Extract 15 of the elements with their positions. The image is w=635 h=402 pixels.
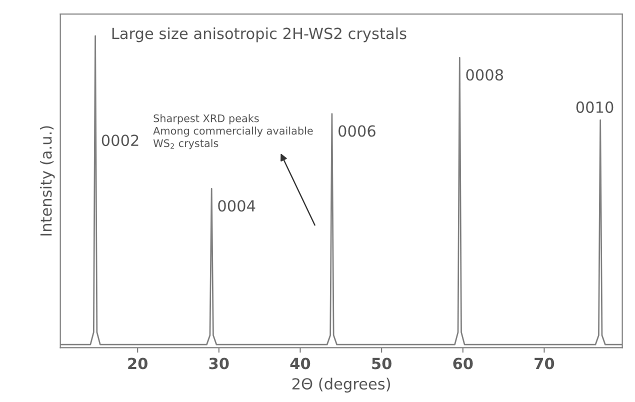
x-tick-label: 50 [372, 358, 392, 370]
y-axis-title: Intensity (a.u.) [40, 126, 55, 236]
x-tick-label: 20 [128, 358, 148, 370]
x-axis-title: 2Θ (degrees) [292, 378, 390, 393]
annotation: Sharpest XRD peaks Among commercially available WS$_{2}$ crystals [153, 114, 313, 150]
x-tick-label: 30 [209, 358, 229, 370]
annotation: 0006 [338, 125, 376, 137]
x-tick-label: 40 [290, 358, 310, 370]
x-tick-label: 60 [453, 358, 473, 370]
x-tick-label: 70 [534, 358, 554, 370]
annotation: 0004 [218, 200, 256, 212]
annotation: 0008 [466, 69, 504, 81]
annotation: 0002 [102, 134, 138, 146]
annotation: Large size anisotropic 2H-WS2 crystals [112, 27, 406, 42]
annotation: 0010 [576, 101, 614, 113]
